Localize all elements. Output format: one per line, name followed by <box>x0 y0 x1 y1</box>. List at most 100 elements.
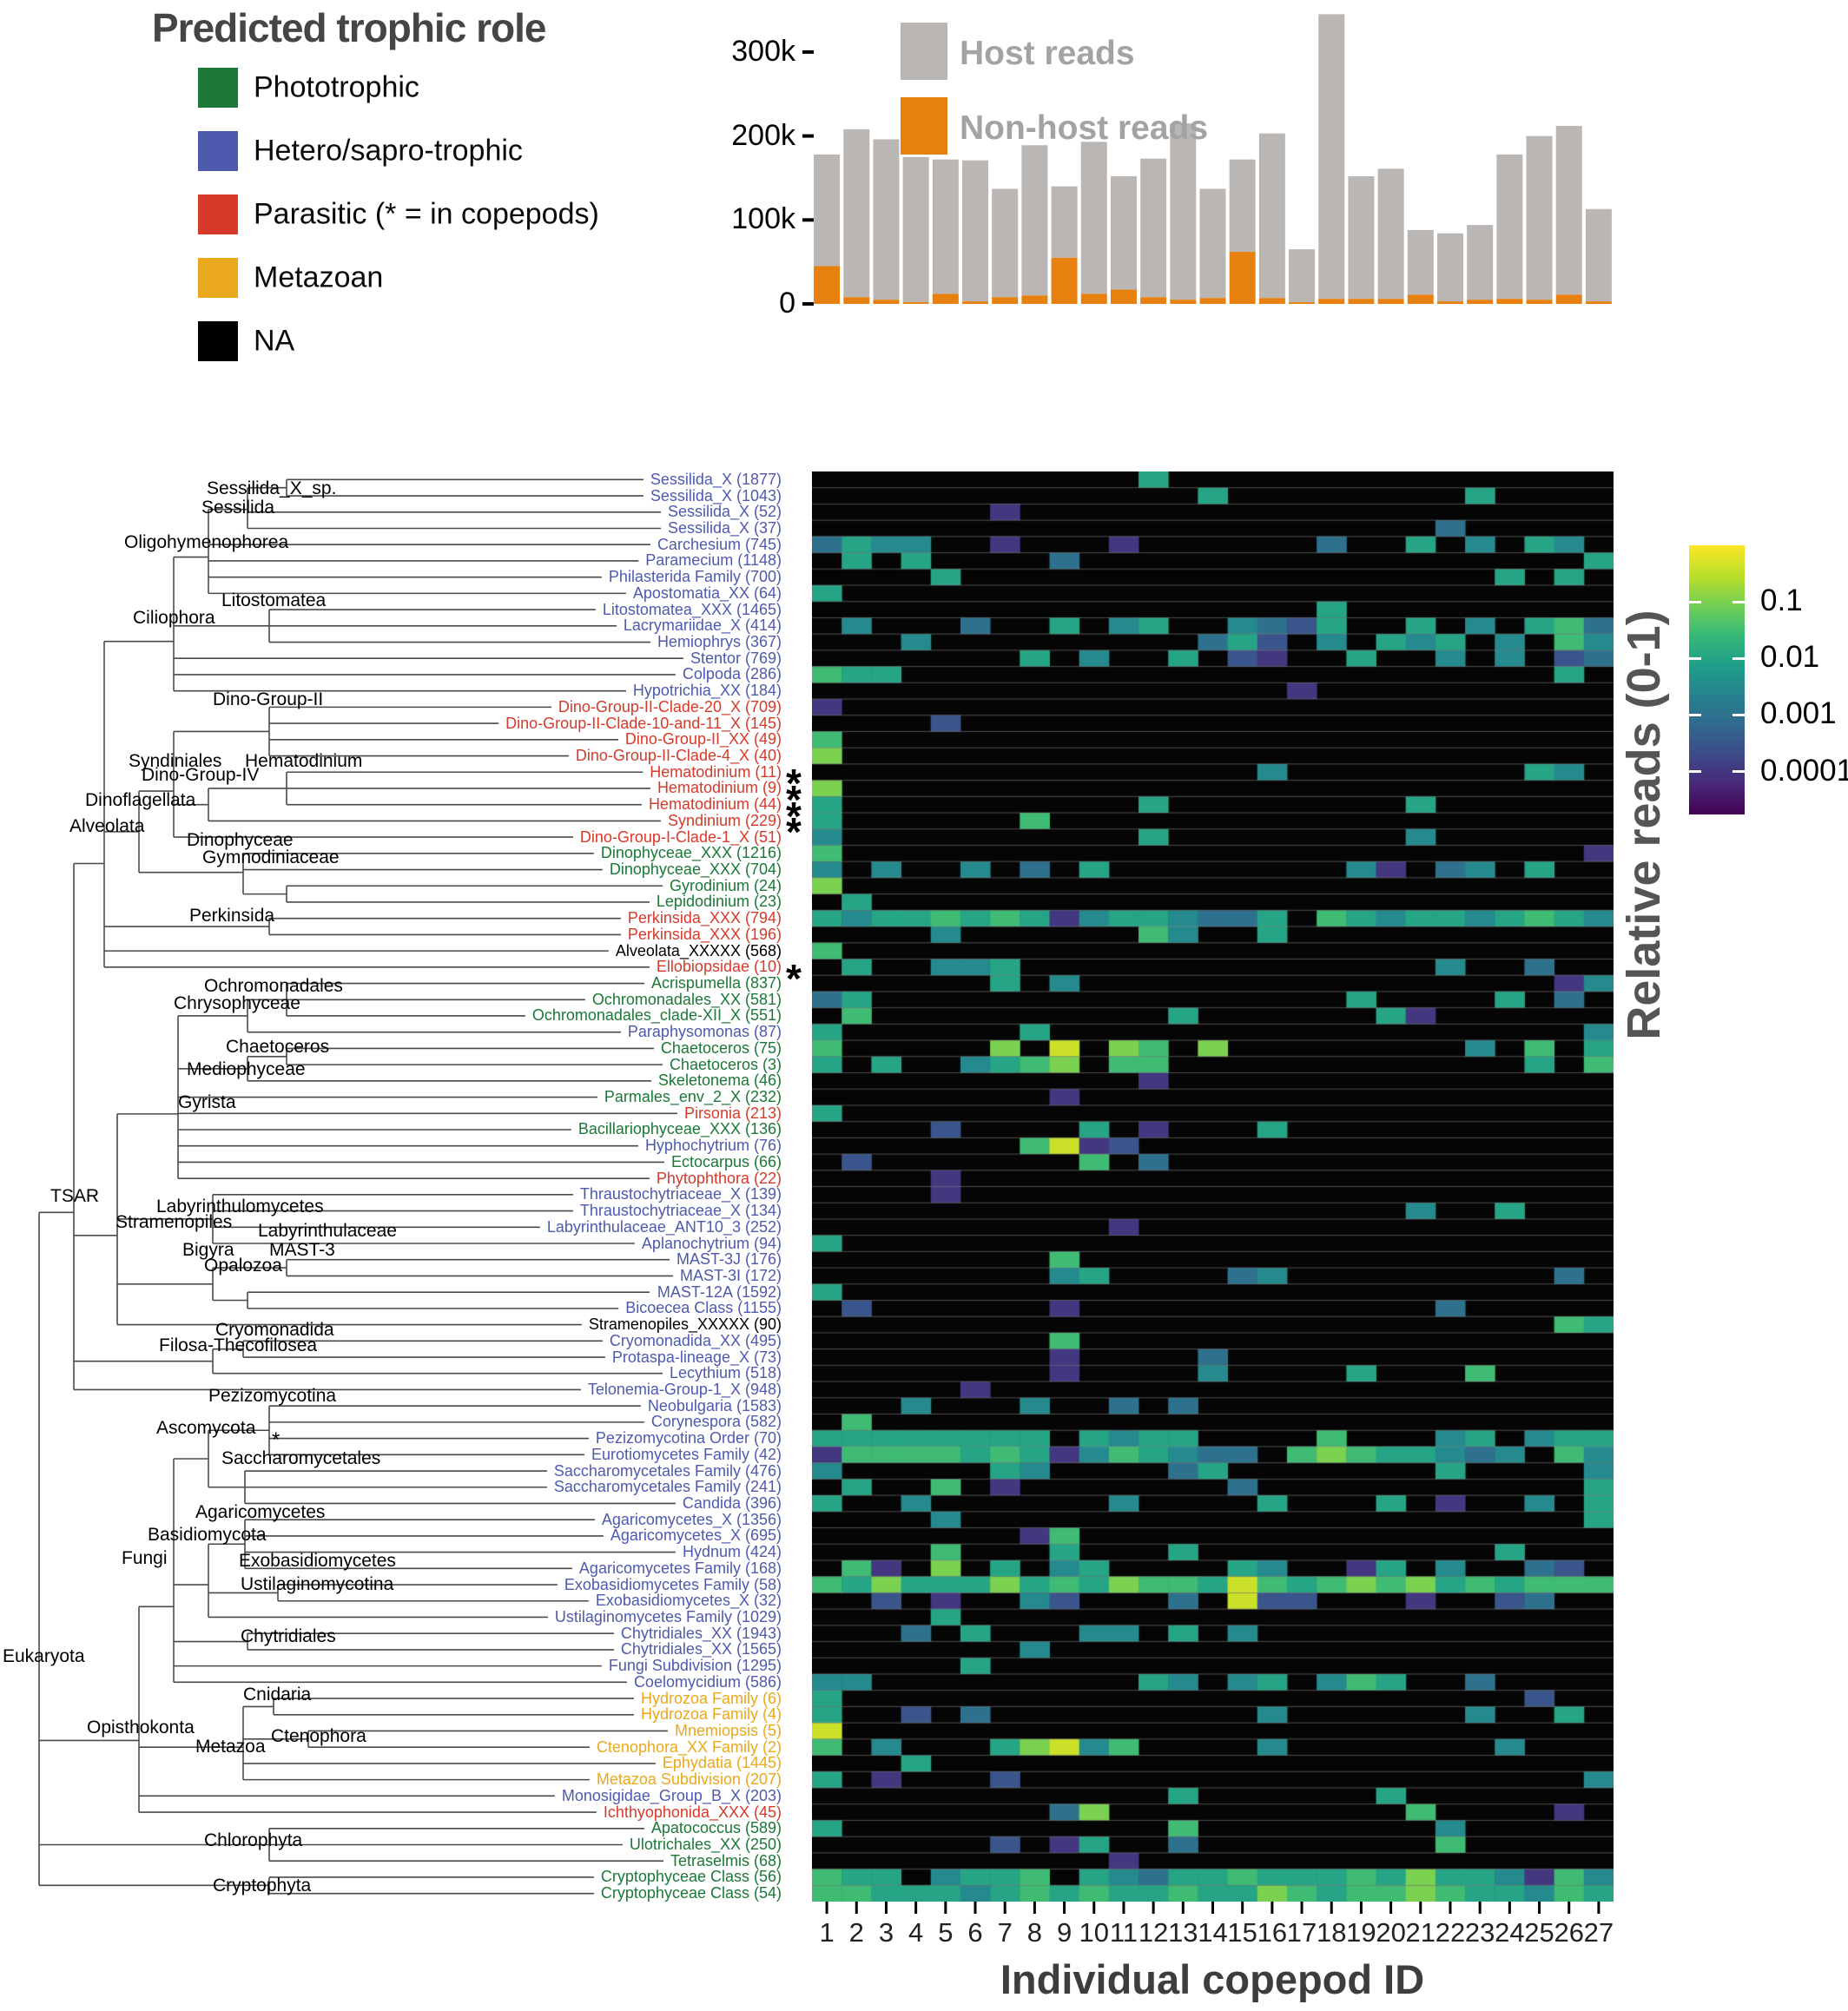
x-tick-label: 16 <box>1257 1917 1288 1948</box>
leaf-label: Perkinsida_XXX (196) <box>627 925 782 943</box>
host-bar-20 <box>1377 168 1404 300</box>
non-host-reads-label: Non-host reads <box>960 109 1209 147</box>
y-tick-label: 300k <box>731 34 795 68</box>
x-axis-title: Individual copepod ID <box>1000 1956 1425 2002</box>
nonhost-bar-12 <box>1140 297 1167 304</box>
leaf-label: Sessilida_X (1043) <box>650 486 782 504</box>
leaf-label: Parmales_env_2_X (232) <box>604 1088 782 1106</box>
nonhost-bar-3 <box>873 300 900 304</box>
x-tick-label: 3 <box>878 1917 894 1948</box>
leaf-label: Tetraselmis (68) <box>670 1851 782 1869</box>
clade-label: Labyrinthulomycetes <box>156 1197 324 1216</box>
x-tick-label: 18 <box>1316 1917 1347 1948</box>
nonhost-bar-22 <box>1436 301 1463 304</box>
leaf-label: Apatococcus (589) <box>650 1819 782 1837</box>
clade-label: Cryptophyta <box>213 1876 312 1896</box>
relative-reads-heatmap <box>812 471 1614 1902</box>
nonhost-bar-11 <box>1110 289 1137 304</box>
host-bar-17 <box>1289 249 1316 303</box>
clade-label: Litostomatea <box>221 590 327 610</box>
leaf-label: Paramecium (1148) <box>645 551 782 570</box>
leaf-label: Corynespora (582) <box>650 1413 782 1431</box>
host-reads-label: Host reads <box>960 35 1135 72</box>
leaf-label: Dinophyceae_XXX (1216) <box>600 844 782 862</box>
clade-label: Ustilaginomycotina <box>241 1574 394 1594</box>
copepod-parasite-asterisk: * <box>786 955 802 1001</box>
trophic-label: Phototrophic <box>254 70 419 104</box>
host-bar-25 <box>1526 135 1553 300</box>
nonhost-bar-26 <box>1555 294 1582 304</box>
nonhost-bar-13 <box>1170 300 1197 304</box>
host-bar-23 <box>1467 225 1494 300</box>
x-tick-label: 19 <box>1346 1917 1376 1948</box>
leaf-label: Lecythium (518) <box>669 1364 782 1382</box>
leaf-label: Agaricomycetes_X (1356) <box>601 1510 782 1528</box>
x-tick-label: 6 <box>967 1917 983 1948</box>
leaf-label: Colpoda (286) <box>682 665 782 683</box>
leaf-label: Perkinsida_XXX (794) <box>627 909 782 927</box>
x-tick-label: 27 <box>1583 1917 1614 1948</box>
host-reads-swatch <box>901 23 947 80</box>
x-tick-label: 24 <box>1495 1917 1525 1948</box>
leaf-label: Cryptophyceae Class (54) <box>600 1884 782 1902</box>
swatch-photo <box>198 68 238 108</box>
x-tick-label: 8 <box>1026 1917 1042 1948</box>
leaf-label: Phytophthora (22) <box>656 1169 782 1187</box>
leaf-label: Dino-Group-II_XX (49) <box>624 730 782 748</box>
clade-label: Eukaryota <box>3 1646 85 1666</box>
leaf-label: Ochromonadales_clade-XII_X (551) <box>531 1006 782 1025</box>
host-bar-27 <box>1585 208 1612 302</box>
clade-label: Ascomycota <box>156 1418 256 1438</box>
leaf-label: Pezizomycotina Order (70) <box>595 1429 782 1447</box>
host-bar-18 <box>1318 14 1345 300</box>
clade-label: Hematodinium <box>245 751 363 771</box>
x-tick-label: 5 <box>938 1917 954 1948</box>
nonhost-bar-4 <box>902 302 929 304</box>
clade-label: Bigyra <box>182 1240 234 1260</box>
host-bar-1 <box>814 154 841 267</box>
leaf-label: Ustilaginomycetes Family (1029) <box>554 1607 782 1625</box>
x-tick-label: 11 <box>1109 1917 1138 1948</box>
copepod-parasite-asterisk: * <box>786 761 802 807</box>
clade-label: Filosa-Thecofilosea <box>159 1335 318 1355</box>
nonhost-bar-10 <box>1080 293 1107 304</box>
leaf-label: MAST-3I (172) <box>679 1266 782 1284</box>
clade-label: Opalozoa <box>204 1256 282 1276</box>
leaf-label: Paraphysomonas (87) <box>627 1023 782 1041</box>
x-tick-label: 1 <box>819 1917 835 1948</box>
host-bar-22 <box>1436 233 1463 302</box>
nonhost-bar-16 <box>1258 298 1285 304</box>
leaf-label: Ochromonadales_XX (581) <box>591 990 782 1008</box>
x-tick-label: 2 <box>848 1917 864 1948</box>
x-tick-label: 7 <box>997 1917 1013 1948</box>
x-tick-label: 10 <box>1079 1917 1109 1948</box>
leaf-label: Labyrinthulaceae_ANT10_3 (252) <box>546 1217 782 1236</box>
nonhost-bar-1 <box>814 266 841 304</box>
host-bar-10 <box>1080 142 1107 294</box>
leaf-label: Ectocarpus (66) <box>670 1152 782 1170</box>
clade-label: Ctenophora <box>271 1726 366 1746</box>
clade-label: Exobasidiomycetes <box>239 1551 396 1571</box>
leaf-label: Mnemiopsis (5) <box>674 1721 782 1739</box>
host-bar-2 <box>843 129 870 298</box>
host-bar-5 <box>932 159 959 294</box>
host-bar-9 <box>1051 186 1078 258</box>
copepod-parasite-asterisk: * <box>786 809 802 855</box>
x-tick-label: 13 <box>1168 1917 1198 1948</box>
clade-label: Oligohymenophorea <box>124 532 289 552</box>
nonhost-bar-27 <box>1585 301 1612 304</box>
leaf-label: Eurotiomycetes Family (42) <box>591 1445 782 1463</box>
leaf-label: Sessilida_X (52) <box>667 503 782 521</box>
leaf-label: Chaetoceros (3) <box>669 1055 782 1073</box>
clade-label: Pezizomycotina <box>208 1386 337 1406</box>
leaf-label: Ctenophora_XX Family (2) <box>596 1737 782 1756</box>
trophic-label: Hetero/sapro-trophic <box>254 134 523 168</box>
leaf-label: Saccharomycetales Family (241) <box>553 1478 782 1496</box>
leaf-label: Lepidodinium (23) <box>656 893 782 911</box>
nonhost-bar-19 <box>1348 299 1375 304</box>
x-tick-label: 14 <box>1198 1917 1228 1948</box>
clade-label: Ciliophora <box>133 608 215 628</box>
leaf-label: Ephydatia (1445) <box>662 1754 782 1772</box>
colorbar-notch <box>1732 770 1745 773</box>
